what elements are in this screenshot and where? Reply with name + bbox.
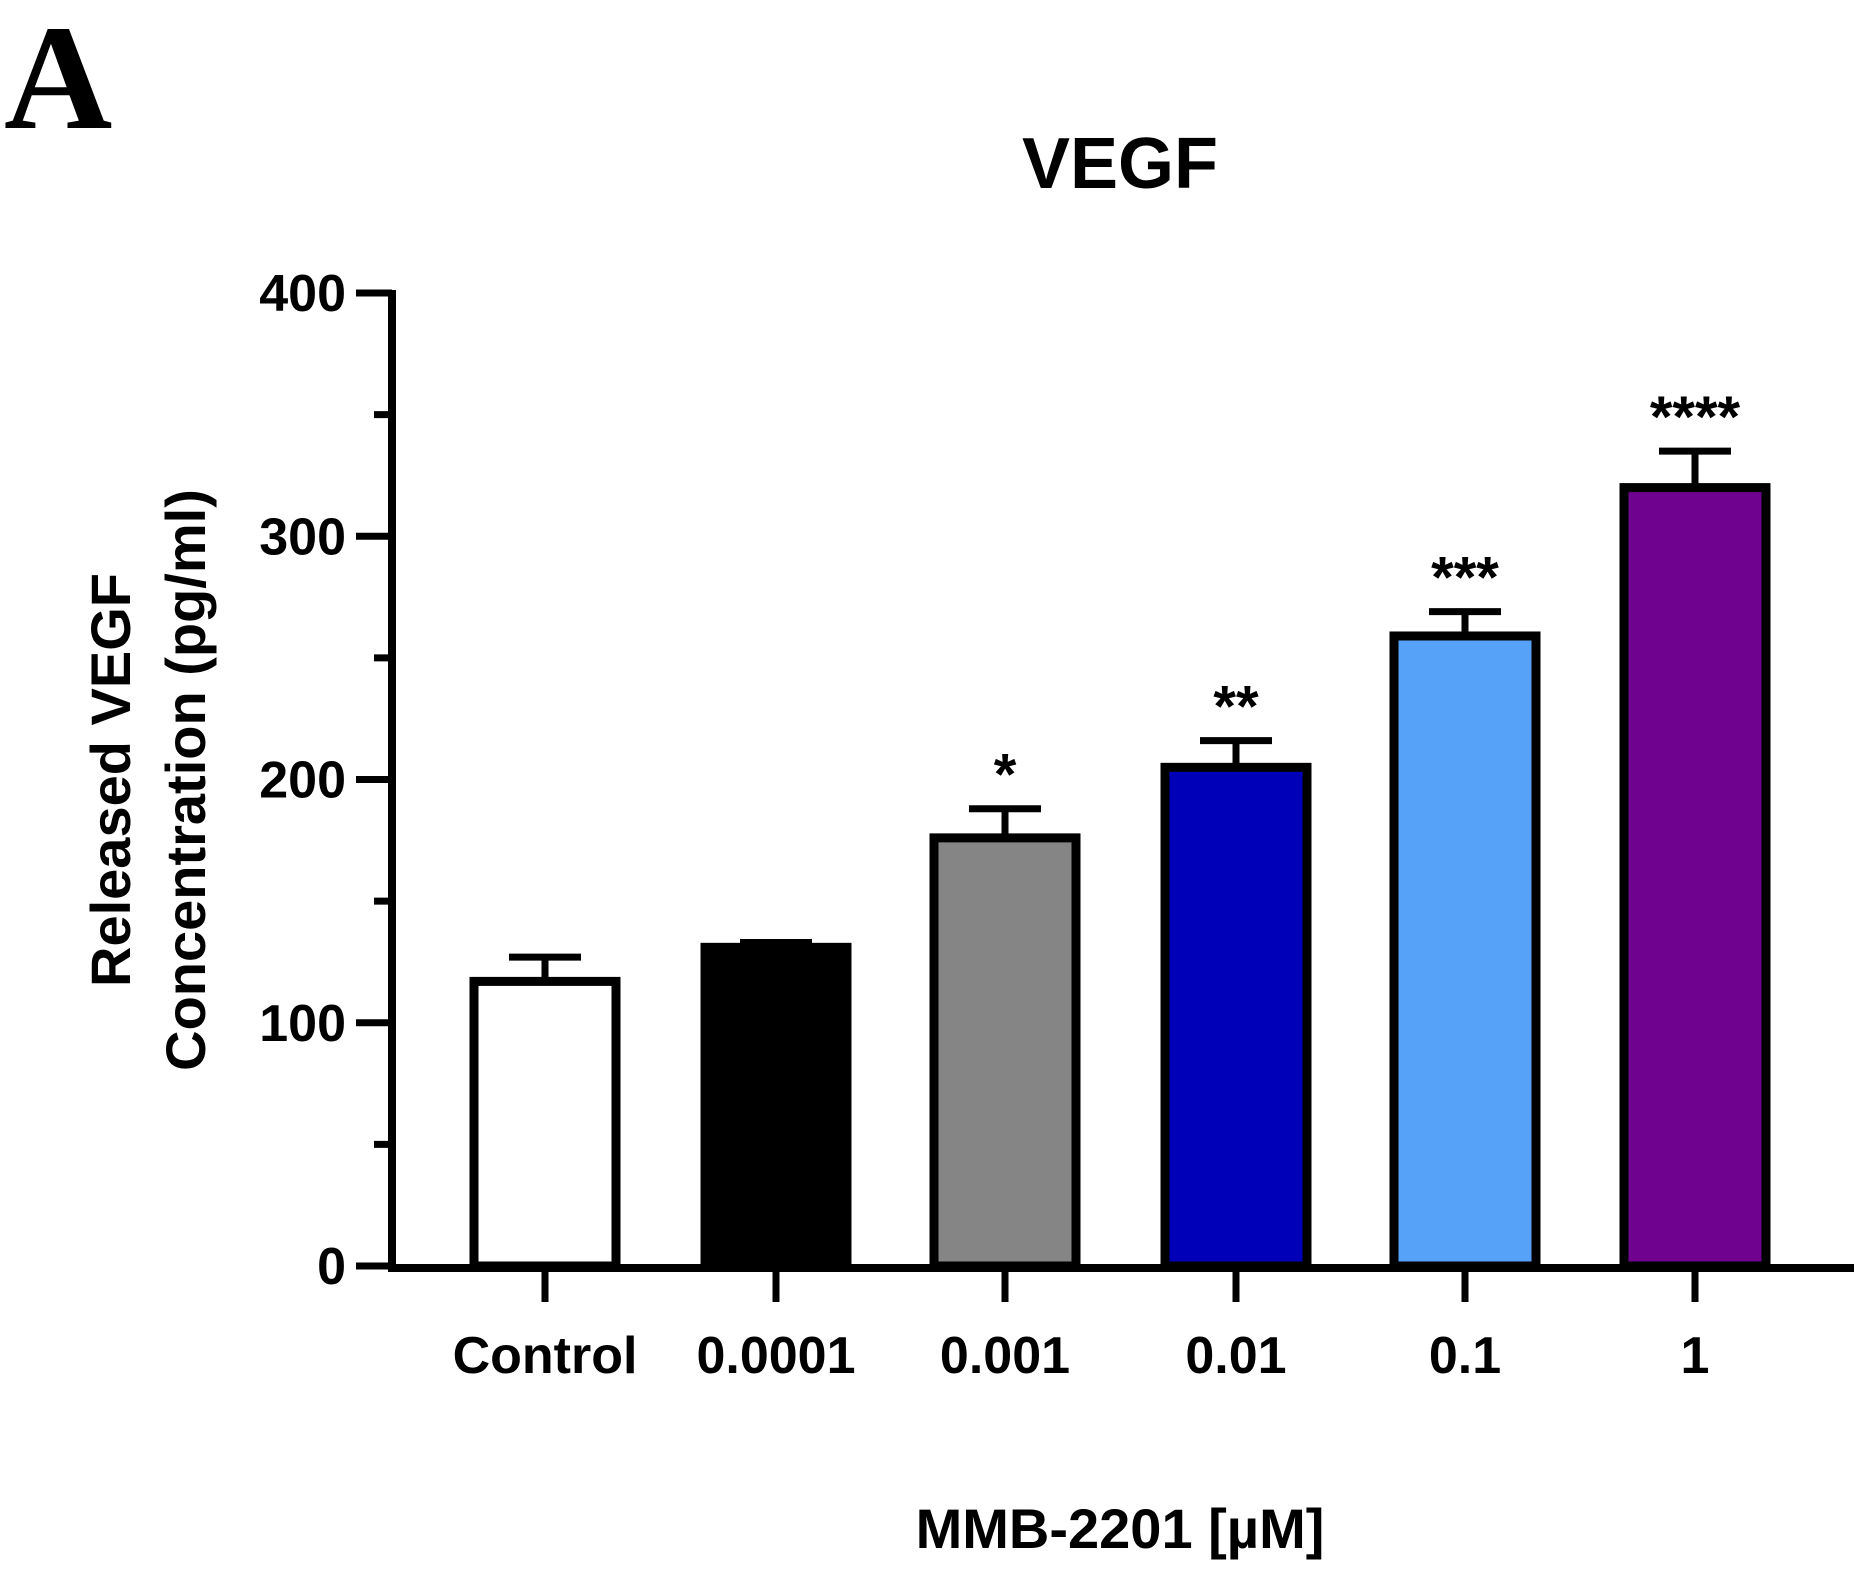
y-axis-label-line-2: Concentration (pg/ml): [154, 489, 217, 1071]
significance-label-4: ***: [1431, 546, 1499, 611]
y-axis-label: Released VEGF Concentration (pg/ml): [79, 489, 217, 1071]
x-tick-label-3: 0.01: [1185, 1327, 1286, 1385]
panel-label: A: [4, 0, 112, 161]
significance-label-5: ****: [1650, 385, 1741, 450]
x-tick-label-0: Control: [453, 1327, 638, 1385]
significance-label-3: **: [1213, 675, 1259, 740]
x-tick-label-5: 1: [1681, 1327, 1710, 1385]
error-bars-layer: [509, 447, 1731, 982]
chart-title: VEGF: [1022, 124, 1218, 204]
x-tick-label-4: 0.1: [1429, 1327, 1501, 1385]
bar-4: [1389, 631, 1541, 1271]
bar-1: [700, 942, 852, 1271]
bar-0: [469, 976, 621, 1271]
y-tick-label-1: 100: [259, 995, 346, 1053]
significance-label-2: *: [994, 743, 1017, 808]
axes-layer: Control 0.0001 0.001 0.01 0.1 1 0 100 200 300 400: [259, 265, 1854, 1385]
bar-5: [1619, 483, 1771, 1271]
significance-layer: **********: [994, 385, 1741, 808]
y-tick-label-2: 200: [259, 752, 346, 810]
x-tick-label-1: 0.0001: [696, 1327, 855, 1385]
y-tick-label-0: 0: [317, 1238, 346, 1296]
bar-2: [929, 833, 1081, 1271]
bar-3: [1160, 762, 1312, 1271]
y-axis-label-line-1: Released VEGF: [79, 573, 142, 987]
y-tick-label-3: 300: [259, 508, 346, 566]
x-tick-label-2: 0.001: [940, 1327, 1070, 1385]
y-tick-label-4: 400: [259, 265, 346, 323]
x-axis-label: MMB-2201 [µM]: [916, 1497, 1325, 1560]
bars-layer: [469, 483, 1771, 1271]
